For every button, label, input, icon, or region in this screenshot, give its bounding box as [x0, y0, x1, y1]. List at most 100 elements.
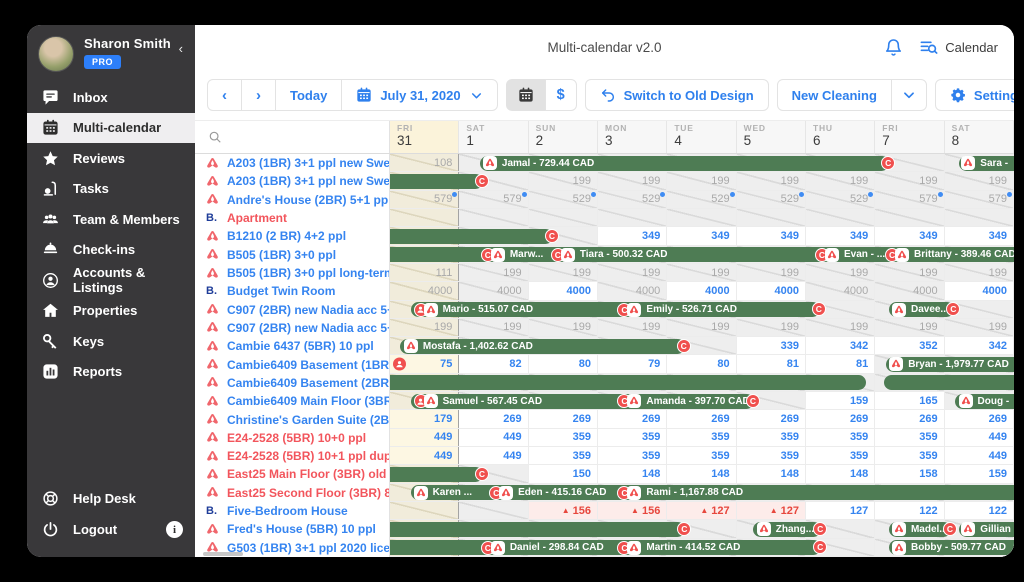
day-cell[interactable]: 199	[667, 263, 737, 282]
day-cell[interactable]: ▲ 156	[528, 501, 598, 520]
day-cell[interactable]: 199	[459, 263, 529, 282]
date-picker-button[interactable]: July 31, 2020	[341, 79, 498, 111]
today-button[interactable]: Today	[275, 79, 343, 111]
day-cell[interactable]	[528, 208, 598, 227]
info-icon[interactable]: i	[166, 521, 183, 538]
user-profile[interactable]: Sharon Smith PRO ‹	[27, 25, 195, 78]
day-cell[interactable]: 199	[736, 263, 806, 282]
day-cell[interactable]: 449	[944, 428, 1014, 446]
day-cell[interactable]: 165	[875, 392, 945, 410]
day-cell[interactable]: 81	[736, 355, 806, 373]
day-cell[interactable]: 148	[805, 465, 876, 483]
day-cell[interactable]: 199	[736, 172, 806, 190]
listing-cell[interactable]: E24-2528 (5BR) 10+1 ppl dupl	[195, 447, 390, 466]
day-cell[interactable]: 359	[875, 447, 945, 465]
day-cell[interactable]: 199	[944, 172, 1014, 190]
day-cell[interactable]: 75	[390, 355, 460, 373]
sidebar-item-multi-calendar[interactable]: Multi-calendar	[27, 112, 195, 143]
day-cell[interactable]: 108	[390, 154, 460, 172]
day-cell[interactable]: 579	[390, 190, 460, 208]
day-cell[interactable]: 449	[390, 447, 460, 465]
day-cell[interactable]: 449	[459, 428, 529, 446]
day-cell[interactable]	[944, 208, 1014, 227]
day-cell[interactable]: 4000	[597, 282, 668, 300]
day-cell[interactable]: 449	[944, 447, 1014, 465]
day-cell[interactable]: 150	[528, 465, 598, 483]
day-cell[interactable]	[875, 208, 945, 227]
reservation-segment[interactable]: C Tiara - 500.32 CAD	[550, 247, 667, 262]
day-cell[interactable]: 359	[875, 428, 945, 446]
sidebar-collapse-icon[interactable]: ‹	[178, 41, 183, 56]
day-cell[interactable]: 4000	[459, 282, 529, 300]
day-cell[interactable]: 199	[667, 172, 737, 190]
day-cell[interactable]: 148	[667, 465, 737, 483]
listing-cell[interactable]: C907 (2BR) new Nadia acc 5+...	[195, 318, 390, 338]
reservation-segment[interactable]: Bryan - 1,979.77 CAD	[889, 357, 1009, 372]
day-header-sun-2[interactable]: SUN 2	[528, 121, 598, 153]
reservation-segment[interactable]: C Evan - ...	[815, 247, 885, 262]
day-cell[interactable]: 359	[528, 447, 598, 465]
listing-cell[interactable]: Cambie 6437 (5BR) 10 ppl	[195, 337, 390, 356]
reservation-segment[interactable]: C Martin - 414.52 CAD	[617, 540, 740, 555]
day-cell[interactable]: 449	[459, 447, 529, 465]
sidebar-item-accounts-listings[interactable]: Accounts & Listings	[27, 265, 195, 296]
day-header-thu-6[interactable]: THU 6	[805, 121, 876, 153]
listing-cell[interactable]: A203 (1BR) 3+1 ppl new Swet...	[195, 172, 390, 191]
day-cell[interactable]: 349	[944, 227, 1014, 245]
day-cell[interactable]: 199	[805, 263, 876, 282]
new-cleaning-dropdown-button[interactable]	[890, 79, 927, 111]
day-header-sat-8[interactable]: SAT 8	[944, 121, 1014, 153]
reservation-bar[interactable]	[884, 375, 1014, 391]
day-cell[interactable]: 111	[390, 263, 460, 282]
day-cell[interactable]: 199	[805, 172, 876, 190]
day-cell[interactable]: 529	[805, 190, 876, 208]
day-cell[interactable]: 269	[736, 410, 806, 428]
day-cell[interactable]: 359	[667, 428, 737, 446]
reservation-segment[interactable]: C Emily - 526.71 CAD	[617, 302, 737, 317]
reservation-segment[interactable]: C Amanda - 397.70 CAD	[617, 394, 750, 409]
reservation-segment[interactable]: Jamal - 729.44 CAD	[482, 156, 594, 171]
listing-cell[interactable]: C907 (2BR) new Nadia acc 5+...	[195, 300, 390, 319]
day-cell[interactable]: 122	[875, 501, 945, 520]
sidebar-item-inbox[interactable]: Inbox	[27, 82, 195, 113]
reservation-segment[interactable]: Doug -	[958, 394, 1009, 409]
day-cell[interactable]: 529	[528, 190, 598, 208]
listing-cell[interactable]: East25 Second Floor (3BR) 8+...	[195, 483, 390, 502]
reservation-bar[interactable]	[390, 228, 553, 244]
day-cell[interactable]: 349	[805, 227, 876, 245]
listing-cell[interactable]: B1210 (2 BR) 4+2 ppl	[195, 227, 390, 246]
day-cell[interactable]: 158	[875, 465, 945, 483]
sidebar-item-properties[interactable]: Properties	[27, 296, 195, 327]
reservation-segment[interactable]: Mostafa - 1,402.62 CAD	[403, 339, 533, 354]
listing-cell[interactable]: B. Apartment	[195, 208, 390, 228]
day-cell[interactable]: 359	[597, 428, 668, 446]
reservation-segment[interactable]: Bobby - 509.77 CAD	[891, 540, 1006, 555]
reservation-bar[interactable]	[400, 338, 685, 354]
day-cell[interactable]: 579	[944, 190, 1014, 208]
day-cell[interactable]: 359	[736, 447, 806, 465]
sidebar-item-tasks[interactable]: Tasks	[27, 174, 195, 205]
day-cell[interactable]: 349	[736, 227, 806, 245]
day-cell[interactable]: ▲ 156	[597, 501, 668, 520]
day-cell[interactable]: 79	[597, 355, 668, 373]
reservation-segment[interactable]: Zhang...	[756, 522, 814, 537]
sidebar-item-team-members[interactable]: Team & Members	[27, 204, 195, 235]
day-cell[interactable]: 159	[805, 392, 876, 410]
sidebar-item-reviews[interactable]: Reviews	[27, 143, 195, 174]
day-cell[interactable]: 359	[736, 428, 806, 446]
listing-cell[interactable]: Fred's House (5BR) 10 ppl	[195, 520, 390, 539]
price-view-toggle[interactable]: $	[544, 79, 577, 111]
day-cell[interactable]: 352	[875, 337, 945, 355]
day-cell[interactable]: 80	[528, 355, 598, 373]
calendar-view-link[interactable]: Calendar	[919, 38, 998, 57]
reservation-segment[interactable]: Madel...	[891, 522, 948, 537]
day-cell[interactable]: 359	[528, 428, 598, 446]
day-cell[interactable]	[805, 208, 876, 227]
reservation-bar[interactable]	[390, 247, 1014, 263]
reservation-bar[interactable]	[410, 485, 1014, 501]
reservation-bar[interactable]	[390, 466, 483, 482]
day-cell[interactable]: 349	[667, 227, 737, 245]
reservation-segment[interactable]: Davee...	[891, 302, 949, 317]
reservation-bar[interactable]	[410, 393, 754, 409]
day-cell[interactable]: 81	[805, 355, 876, 373]
